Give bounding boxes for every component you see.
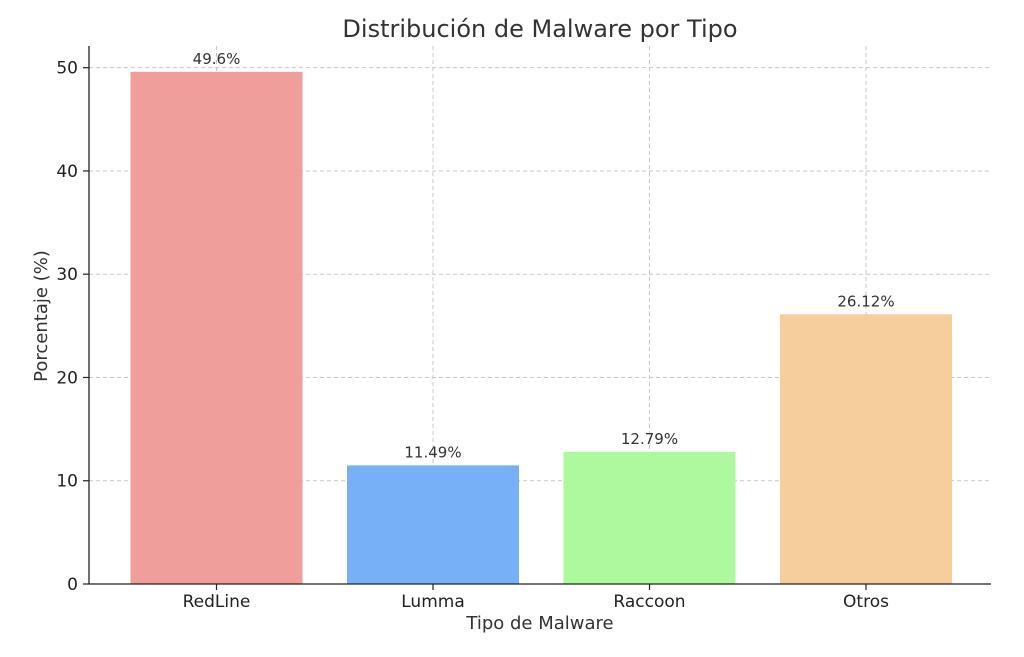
data-labels: 49.6% 11.49% 12.79% 26.12% — [193, 50, 895, 462]
x-tick-label-lumma: Lumma — [401, 592, 464, 612]
bar-raccoon — [563, 451, 736, 584]
data-label-lumma: 11.49% — [404, 443, 461, 461]
x-axis-label: Tipo de Malware — [465, 613, 613, 634]
data-label-raccoon: 12.79% — [621, 430, 678, 448]
x-tick-label-raccoon: Raccoon — [613, 592, 685, 612]
y-tick-label: 40 — [56, 162, 78, 182]
axes: 0 10 20 30 40 50 RedLine Lumma Raccoon Otros — [56, 46, 991, 612]
y-tick-label: 0 — [67, 575, 78, 595]
y-axis-label: Porcentaje (%) — [31, 250, 52, 382]
y-tick-label: 10 — [56, 472, 78, 492]
y-tick-label: 30 — [56, 265, 78, 285]
bar-redline — [130, 71, 303, 585]
y-tick-label: 20 — [56, 368, 78, 388]
x-tick-label-otros: Otros — [843, 592, 889, 612]
y-tick-label: 50 — [56, 59, 78, 79]
x-tick-label-redline: RedLine — [183, 592, 251, 612]
data-label-otros: 26.12% — [837, 292, 894, 310]
bar-otros — [780, 314, 952, 584]
chart-title: Distribución de Malware por Tipo — [342, 15, 737, 43]
bar-lumma — [347, 465, 519, 584]
bars — [130, 71, 952, 585]
data-label-redline: 49.6% — [193, 50, 241, 68]
